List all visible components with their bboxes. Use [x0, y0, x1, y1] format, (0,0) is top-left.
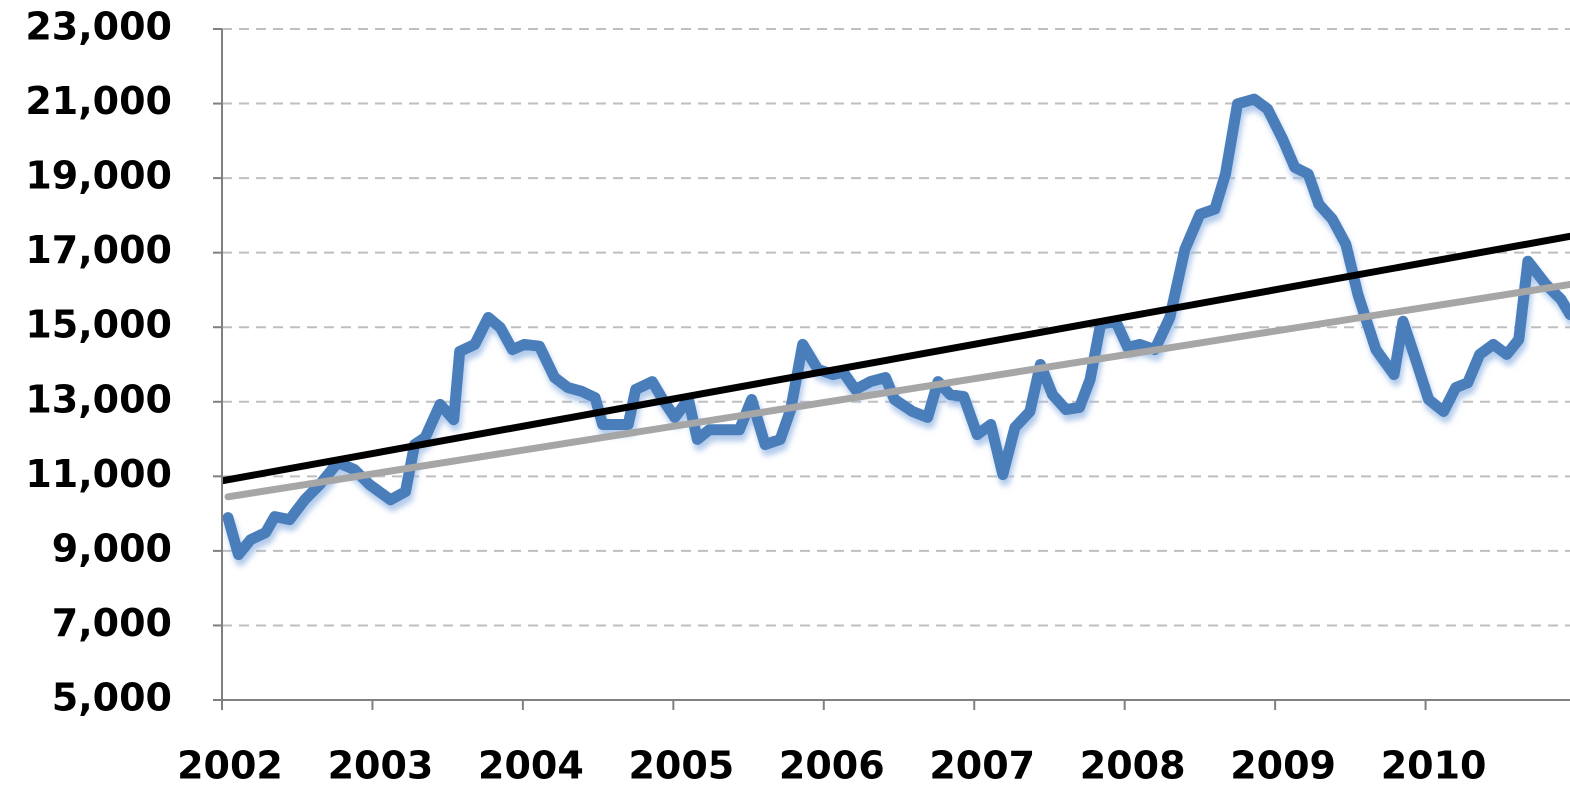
x-tick-label: 2006: [779, 744, 885, 788]
series-line: [224, 280, 1570, 501]
x-tick-label: 2008: [1080, 744, 1186, 788]
y-tick-label: 5,000: [52, 676, 172, 720]
x-tick-label: 2003: [328, 744, 434, 788]
x-tick-label: 2007: [929, 744, 1035, 788]
x-tick-label: 2002: [177, 744, 283, 788]
x-tick-label: 2005: [628, 744, 734, 788]
series-line: [222, 232, 1570, 485]
y-tick-label: 7,000: [52, 601, 172, 645]
grid: [222, 28, 1570, 627]
y-tick-label: 21,000: [25, 79, 172, 123]
x-tick-label: 2010: [1381, 744, 1487, 788]
y-tick-label: 23,000: [25, 5, 172, 49]
y-tick-label: 19,000: [25, 154, 172, 198]
plot-area: [222, 93, 1570, 561]
x-tick-label: 2009: [1230, 744, 1336, 788]
series-line: [222, 93, 1570, 561]
x-tick-label: 2004: [478, 744, 584, 788]
y-tick-label: 15,000: [25, 303, 172, 347]
y-tick-label: 17,000: [25, 228, 172, 272]
y-tick-label: 13,000: [25, 377, 172, 421]
y-tick-label: 11,000: [25, 452, 172, 496]
y-tick-label: 9,000: [52, 526, 172, 570]
axes: 5,000 7,000 9,000 11,000 13,000 15,000 17,000 1…: [25, 5, 1570, 788]
